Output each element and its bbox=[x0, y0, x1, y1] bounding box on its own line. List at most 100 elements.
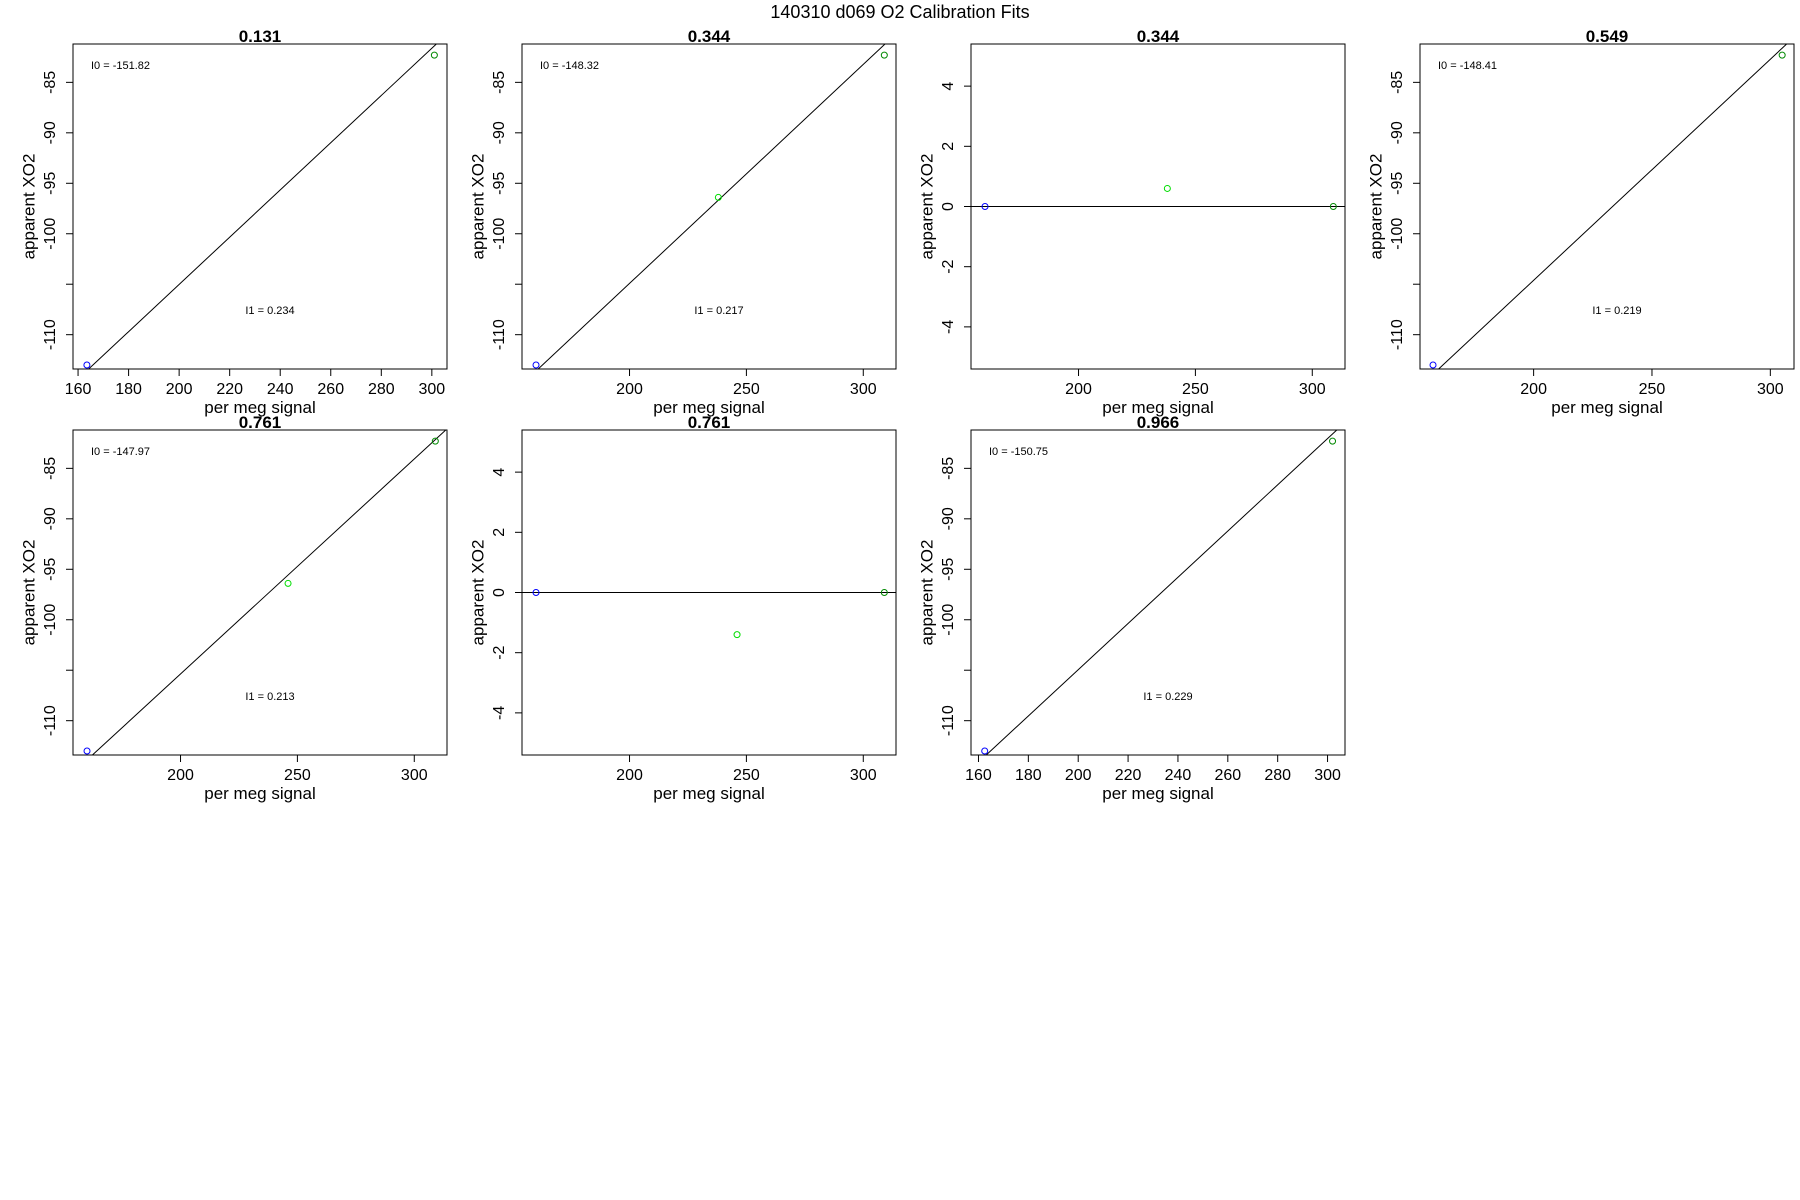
chart-panel: 0.344 200 250 300 per meg signal -110 -100 -95 -… bbox=[468, 27, 897, 417]
x-tick-label: 260 bbox=[1214, 767, 1241, 784]
x-tick-label: 160 bbox=[965, 767, 992, 784]
intercept-label: I0 = -150.75 bbox=[989, 446, 1048, 458]
y-tick-label: -100 bbox=[940, 604, 957, 636]
x-tick-label: 300 bbox=[850, 381, 877, 398]
y-tick-label: -4 bbox=[940, 320, 957, 334]
fit-line bbox=[87, 44, 438, 369]
data-point bbox=[1329, 203, 1337, 210]
x-axis-label: per meg signal bbox=[204, 398, 316, 417]
y-tick-label: -85 bbox=[1389, 71, 1406, 94]
y-tick-label: -100 bbox=[491, 218, 508, 250]
x-axis-label: per meg signal bbox=[653, 398, 765, 417]
x-tick-label: 250 bbox=[733, 767, 760, 784]
y-tick-label: -90 bbox=[42, 507, 59, 530]
y-tick-label: -85 bbox=[491, 71, 508, 94]
data-point bbox=[981, 747, 989, 755]
x-tick-label: 180 bbox=[1015, 767, 1042, 784]
y-tick-label: -85 bbox=[940, 457, 957, 480]
y-tick-label: -110 bbox=[42, 705, 59, 736]
chart-panel: 0.966 160 180 200 220 240 260 280 300 per meg sig… bbox=[917, 413, 1346, 803]
fit-line-group bbox=[1437, 44, 1788, 369]
y-tick-label: -100 bbox=[42, 604, 59, 636]
y-tick-label: 0 bbox=[940, 202, 957, 211]
data-point bbox=[532, 589, 540, 596]
x-tick-label: 200 bbox=[1520, 381, 1547, 398]
slope-label: I1 = 0.219 bbox=[1592, 305, 1641, 317]
x-tick-label: 250 bbox=[284, 767, 311, 784]
data-point bbox=[1778, 51, 1786, 59]
y-tick-label: -2 bbox=[491, 645, 508, 659]
y-tick-label: -95 bbox=[42, 558, 59, 581]
y-tick-label: -95 bbox=[42, 172, 59, 195]
plot-frame bbox=[72, 429, 448, 756]
data-point bbox=[83, 361, 91, 369]
intercept-label: I0 = -148.32 bbox=[540, 60, 599, 72]
slope-label: I1 = 0.234 bbox=[245, 305, 294, 317]
slope-label: I1 = 0.217 bbox=[694, 305, 743, 317]
page-title: 140310 d069 O2 Calibration Fits bbox=[770, 2, 1030, 22]
x-tick-label: 280 bbox=[1264, 767, 1291, 784]
x-tick-label: 220 bbox=[1115, 767, 1142, 784]
x-tick-label: 250 bbox=[733, 381, 760, 398]
y-axis-label: apparent XO2 bbox=[468, 540, 487, 646]
intercept-label: I0 = -147.97 bbox=[91, 446, 150, 458]
x-tick-label: 300 bbox=[1314, 767, 1341, 784]
x-tick-label: 300 bbox=[401, 767, 428, 784]
x-axis-label: per meg signal bbox=[204, 784, 316, 803]
panel-title: 0.344 bbox=[1137, 27, 1180, 46]
y-tick-label: 2 bbox=[940, 142, 957, 151]
y-tick-label: -90 bbox=[1389, 121, 1406, 144]
fit-line-group bbox=[87, 44, 438, 369]
x-tick-label: 240 bbox=[1165, 767, 1192, 784]
x-tick-label: 200 bbox=[616, 381, 643, 398]
y-tick-label: 4 bbox=[940, 82, 957, 91]
y-tick-label: -90 bbox=[940, 507, 957, 530]
x-tick-label: 160 bbox=[65, 381, 92, 398]
y-tick-label: -110 bbox=[1389, 319, 1406, 350]
y-tick-label: -2 bbox=[940, 259, 957, 273]
slope-label: I1 = 0.229 bbox=[1143, 691, 1192, 703]
chart-panel: 0.549 200 250 300 per meg signal -110 -100 -95 -… bbox=[1366, 27, 1795, 417]
y-tick-label: 4 bbox=[491, 468, 508, 477]
x-tick-label: 240 bbox=[267, 381, 294, 398]
y-axis-label: apparent XO2 bbox=[1366, 154, 1385, 260]
chart-panel: 0.131 160 180 200 220 240 260 280 300 per meg sig… bbox=[19, 27, 448, 417]
x-tick-label: 200 bbox=[616, 767, 643, 784]
data-point bbox=[733, 631, 741, 639]
y-tick-label: 2 bbox=[491, 528, 508, 537]
x-tick-label: 250 bbox=[1182, 381, 1209, 398]
fit-line-group bbox=[537, 44, 886, 369]
plot-frame bbox=[970, 429, 1346, 756]
y-axis-label: apparent XO2 bbox=[468, 154, 487, 260]
y-axis-label: apparent XO2 bbox=[917, 154, 936, 260]
panel-title: 0.131 bbox=[239, 27, 282, 46]
data-point bbox=[83, 747, 91, 755]
y-tick-label: -110 bbox=[42, 319, 59, 350]
y-tick-label: -110 bbox=[940, 705, 957, 736]
x-axis-label: per meg signal bbox=[653, 784, 765, 803]
x-axis-label: per meg signal bbox=[1102, 784, 1214, 803]
x-tick-label: 300 bbox=[1299, 381, 1326, 398]
y-tick-label: -95 bbox=[1389, 172, 1406, 195]
panel-title: 0.761 bbox=[239, 413, 282, 432]
plot-frame bbox=[521, 43, 897, 370]
fit-line-group bbox=[91, 430, 447, 755]
chart-panel: 0.344 200 250 300 per meg signal -4 -2 0 2 4 appar… bbox=[917, 27, 1346, 417]
x-tick-label: 200 bbox=[167, 767, 194, 784]
x-tick-label: 280 bbox=[368, 381, 395, 398]
x-tick-label: 200 bbox=[166, 381, 193, 398]
y-tick-label: -110 bbox=[491, 319, 508, 350]
x-tick-label: 260 bbox=[317, 381, 344, 398]
y-tick-label: -85 bbox=[42, 457, 59, 480]
intercept-label: I0 = -151.82 bbox=[91, 60, 150, 72]
x-tick-label: 200 bbox=[1065, 767, 1092, 784]
fit-line bbox=[537, 44, 886, 369]
y-tick-label: -85 bbox=[42, 71, 59, 94]
chart-panel: 0.761 200 250 300 per meg signal -4 -2 0 2 4 appar… bbox=[468, 413, 897, 803]
x-tick-label: 300 bbox=[1757, 381, 1784, 398]
x-tick-label: 300 bbox=[418, 381, 445, 398]
data-point bbox=[431, 437, 439, 445]
data-point bbox=[1329, 437, 1337, 445]
x-tick-label: 220 bbox=[216, 381, 243, 398]
data-point bbox=[1429, 361, 1437, 369]
